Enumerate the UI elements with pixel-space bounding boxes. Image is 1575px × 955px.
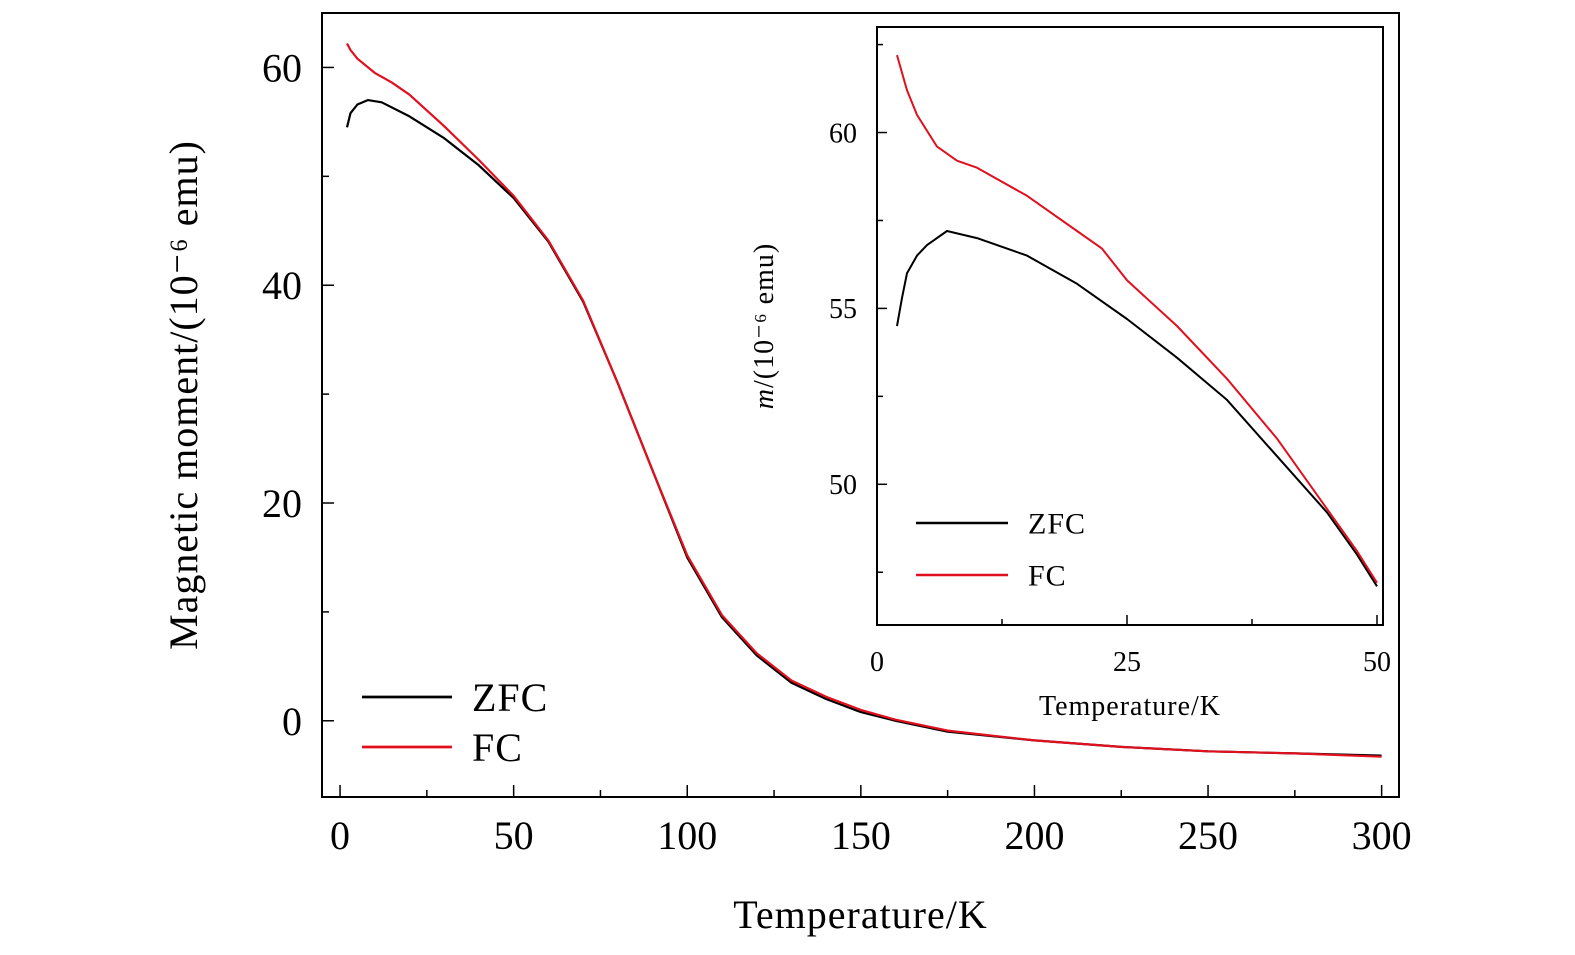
- y-tick-label: 0: [282, 699, 302, 744]
- x-tick-label: 150: [831, 813, 891, 858]
- x-tick-label: 0: [870, 647, 884, 678]
- y-axis-label-symbol: m: [749, 388, 780, 409]
- legend-label-zfc: ZFC: [1028, 508, 1086, 541]
- x-tick-label: 50: [1363, 647, 1391, 678]
- x-tick-label: 250: [1178, 813, 1238, 858]
- x-axis-label: Temperature/K: [1039, 691, 1221, 722]
- y-tick-label: 60: [262, 45, 302, 90]
- legend-label-fc: FC: [472, 725, 523, 770]
- series-line-zfc: [896, 230, 1378, 587]
- x-tick-label: 50: [494, 813, 534, 858]
- series-line-fc: [346, 42, 1382, 758]
- x-tick-label: 300: [1352, 813, 1412, 858]
- y-axis-label: Magnetic moment/(10⁻⁶ emu): [161, 140, 206, 650]
- y-tick-label: 55: [829, 294, 857, 325]
- y-axis-label-text: Magnetic moment/(10⁻⁶ emu): [161, 140, 206, 650]
- x-tick-label: 25: [1113, 647, 1141, 678]
- legend-label-fc: FC: [1028, 560, 1067, 593]
- y-tick-label: 20: [262, 481, 302, 526]
- y-axis-label: m/(10⁻⁶ emu): [749, 243, 780, 409]
- y-tick-label: 40: [262, 263, 302, 308]
- x-tick-label: 0: [330, 813, 350, 858]
- series-line-fc: [896, 54, 1378, 584]
- y-tick-label: 60: [829, 118, 857, 149]
- plot-frame: [876, 26, 1384, 626]
- legend-label-zfc: ZFC: [472, 675, 548, 720]
- y-axis-label-text: /(10⁻⁶ emu): [749, 243, 780, 388]
- x-tick-label: 200: [1004, 813, 1064, 858]
- inset-plot: 0 25 50 50 55 60 Temperature/K m/(10⁻⁶ emu) ZFC F…: [749, 26, 1391, 722]
- series-line-zfc: [345, 98, 1382, 757]
- main-plot: 0 50 100 150 200 250 3000204060Temperature/KMa…: [161, 12, 1412, 937]
- x-tick-label: 100: [657, 813, 717, 858]
- y-tick-label: 50: [829, 470, 857, 501]
- x-axis-label: Temperature/K: [733, 892, 988, 937]
